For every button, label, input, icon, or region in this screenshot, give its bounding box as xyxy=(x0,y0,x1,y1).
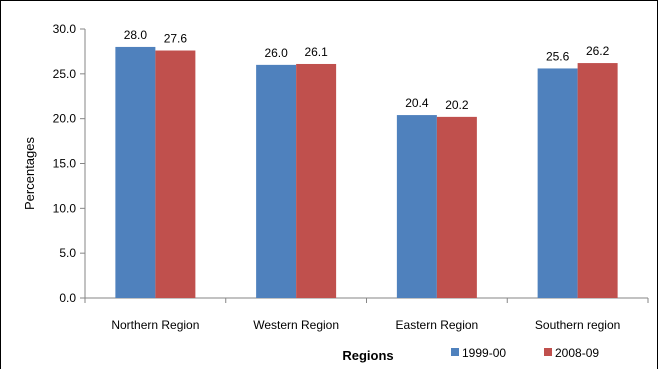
y-tick-label: 0.0 xyxy=(59,291,76,305)
bar-2008-09 xyxy=(577,63,618,298)
legend-label: 2008-09 xyxy=(555,346,599,360)
data-label: 26.1 xyxy=(304,45,328,59)
y-axis-title: Percentages xyxy=(22,137,37,210)
y-tick-label: 20.0 xyxy=(53,112,77,126)
x-tick-label: Northern Region xyxy=(111,318,199,332)
x-tick-label: Eastern Region xyxy=(396,318,479,332)
data-label: 28.0 xyxy=(124,28,148,42)
bar-2008-09 xyxy=(296,63,337,298)
y-tick-label: 15.0 xyxy=(53,157,77,171)
bar-1999-00 xyxy=(115,46,156,298)
y-tick-label: 5.0 xyxy=(59,246,76,260)
legend-swatch-1999-00 xyxy=(451,348,459,356)
data-label: 20.2 xyxy=(445,98,469,112)
bar-1999-00 xyxy=(396,115,437,298)
y-tick-label: 10.0 xyxy=(53,201,77,215)
bar-1999-00 xyxy=(537,68,578,298)
legend-swatch-2008-09 xyxy=(544,348,552,356)
data-label: 26.2 xyxy=(586,44,610,58)
legend-label: 1999-00 xyxy=(462,346,506,360)
bar-1999-00 xyxy=(256,64,297,298)
bar-2008-09 xyxy=(155,50,196,298)
bar-2008-09 xyxy=(436,116,477,298)
data-label: 20.4 xyxy=(405,96,429,110)
data-label: 25.6 xyxy=(546,49,570,63)
y-tick-label: 30.0 xyxy=(53,22,77,36)
y-tick-label: 25.0 xyxy=(53,67,77,81)
data-label: 26.0 xyxy=(264,46,288,60)
x-axis-title: Regions xyxy=(342,348,393,363)
x-tick-label: Western Region xyxy=(253,318,339,332)
x-tick-label: Southern region xyxy=(535,318,620,332)
data-label: 27.6 xyxy=(164,32,188,46)
